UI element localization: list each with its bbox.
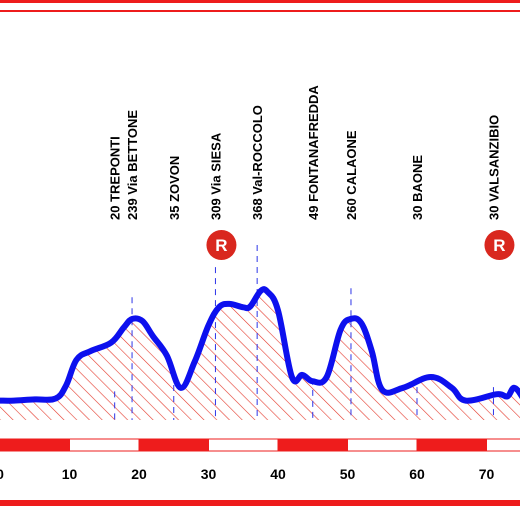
refreshment-point-icon: R <box>481 227 518 263</box>
refreshment-point-icon: R <box>203 227 240 263</box>
badge-label: R <box>493 236 505 255</box>
location-label: 30 BAONE <box>410 155 425 220</box>
km-bar-segment <box>347 438 418 452</box>
location-markers <box>114 245 494 420</box>
location-label: 35 ZOVON <box>167 156 182 220</box>
location-label: 30 VALSANZIBIO <box>486 115 501 220</box>
km-bar-segment <box>277 438 348 452</box>
km-scale-bar <box>0 438 520 452</box>
frame-top-border <box>0 10 520 12</box>
badge-disc <box>206 230 237 260</box>
x-tick-label: 60 <box>409 466 425 482</box>
badge-label: R <box>215 236 227 255</box>
x-tick-label: 50 <box>340 466 356 482</box>
frame-top-line <box>0 0 520 3</box>
location-label: 239 Via BETTONE <box>125 110 140 220</box>
x-tick-label: 70 <box>479 466 495 482</box>
location-labels: 20 TREPONTI 239 Via BETTONE 35 ZOVON 309 Vi… <box>108 85 502 220</box>
location-label: 368 Val-ROCCOLO <box>250 105 265 220</box>
km-bar-segment <box>486 438 520 452</box>
x-axis-tick-labels: 01020304050607080 <box>0 466 495 482</box>
profile-line <box>0 286 520 404</box>
location-label: 20 TREPONTI <box>108 136 123 220</box>
x-tick-label: 0 <box>0 466 4 482</box>
km-bar-segment <box>416 438 487 452</box>
km-bar-segment <box>0 438 70 452</box>
frame-bottom-line <box>0 500 520 506</box>
x-tick-label: 10 <box>62 466 78 482</box>
km-bar-segment <box>69 438 140 452</box>
location-label: 49 FONTANAFREDDA <box>306 85 321 220</box>
profile-line-group <box>0 286 520 404</box>
x-tick-label: 20 <box>131 466 147 482</box>
x-tick-label: 30 <box>201 466 217 482</box>
location-label: 309 Via SIESA <box>208 132 223 220</box>
km-bar-segment <box>208 438 279 452</box>
x-tick-label: 40 <box>270 466 286 482</box>
location-label: 260 CALAONE <box>344 130 359 220</box>
badge-disc <box>484 230 515 260</box>
km-bar-segment <box>138 438 209 452</box>
